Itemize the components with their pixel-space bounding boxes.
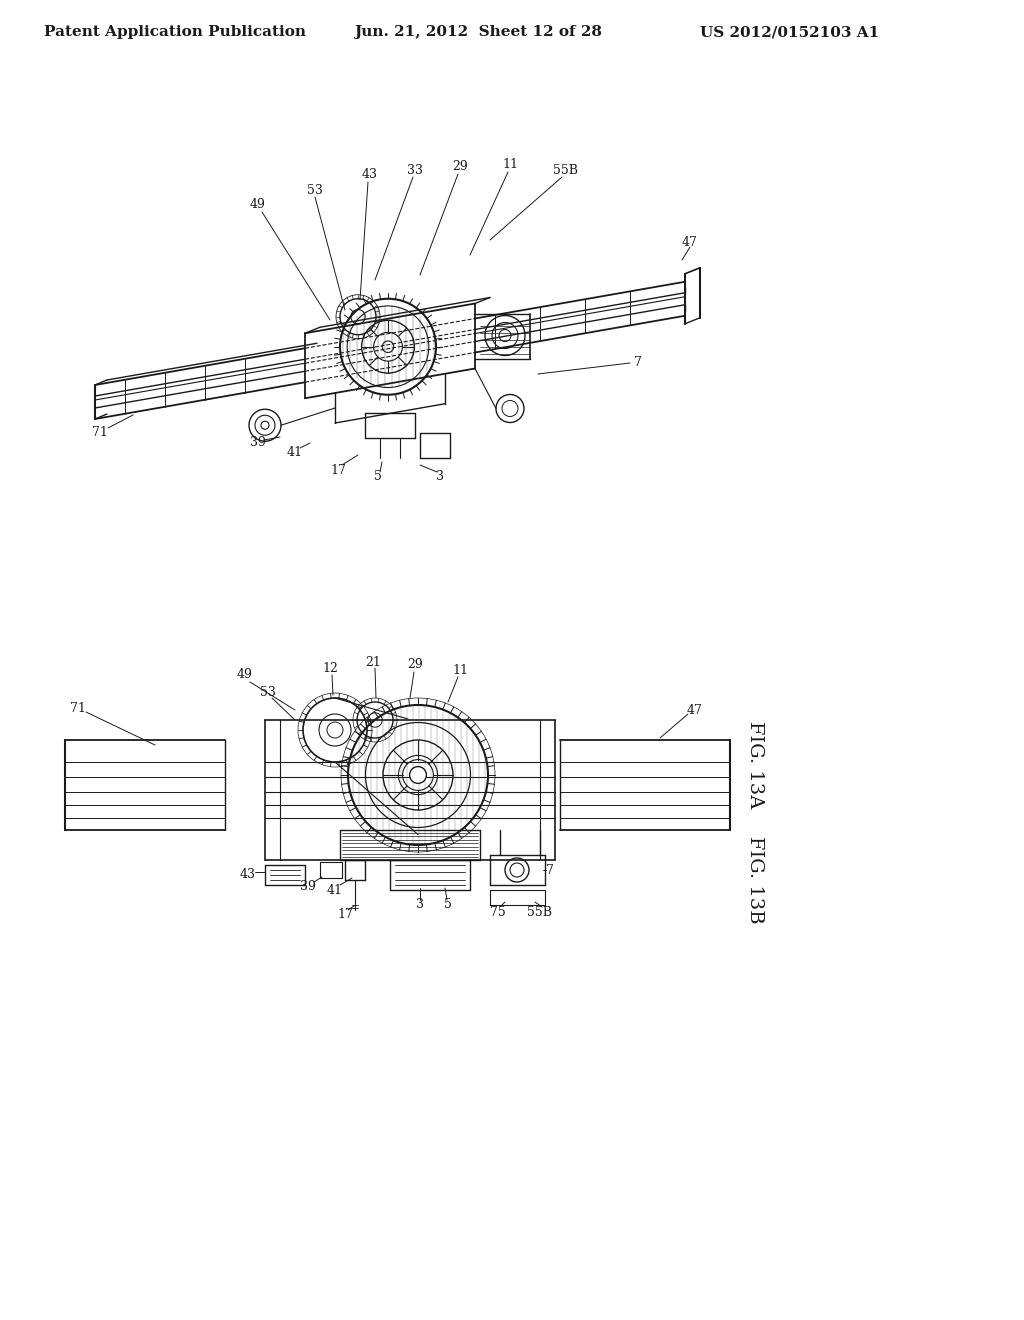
- Text: 53: 53: [260, 685, 275, 698]
- Text: 43: 43: [240, 869, 256, 882]
- Text: 71: 71: [92, 425, 108, 438]
- Text: 55B: 55B: [527, 906, 553, 919]
- Text: 49: 49: [238, 668, 253, 681]
- Circle shape: [410, 767, 426, 783]
- Text: 47: 47: [682, 235, 698, 248]
- Text: 17: 17: [330, 463, 346, 477]
- Text: Jun. 21, 2012  Sheet 12 of 28: Jun. 21, 2012 Sheet 12 of 28: [354, 25, 602, 40]
- Text: 39: 39: [300, 879, 316, 892]
- Text: FIG. 13B: FIG. 13B: [746, 836, 764, 924]
- Text: 7: 7: [546, 863, 554, 876]
- Text: 43: 43: [362, 169, 378, 181]
- Text: 5: 5: [374, 470, 382, 483]
- Text: 41: 41: [287, 446, 303, 458]
- Text: 53: 53: [307, 183, 323, 197]
- Text: 71: 71: [70, 701, 86, 714]
- Text: FIG. 13A: FIG. 13A: [746, 721, 764, 809]
- Text: 39: 39: [250, 437, 266, 450]
- Text: 3: 3: [416, 899, 424, 912]
- Text: 49: 49: [250, 198, 266, 211]
- Text: 33: 33: [407, 164, 423, 177]
- Text: US 2012/0152103 A1: US 2012/0152103 A1: [700, 25, 880, 40]
- Text: 11: 11: [452, 664, 468, 676]
- Text: 5: 5: [444, 899, 452, 912]
- Text: Patent Application Publication: Patent Application Publication: [44, 25, 306, 40]
- Text: 41: 41: [327, 883, 343, 896]
- Text: 47: 47: [687, 704, 702, 717]
- Text: 55B: 55B: [553, 164, 578, 177]
- Text: 29: 29: [408, 659, 423, 672]
- Text: 17: 17: [337, 908, 353, 921]
- Text: 11: 11: [502, 158, 518, 172]
- Text: 75: 75: [490, 906, 506, 919]
- Text: 3: 3: [436, 470, 444, 483]
- Text: 7: 7: [634, 355, 642, 368]
- Text: 21: 21: [366, 656, 381, 668]
- Text: 12: 12: [323, 661, 338, 675]
- Text: 29: 29: [453, 161, 468, 173]
